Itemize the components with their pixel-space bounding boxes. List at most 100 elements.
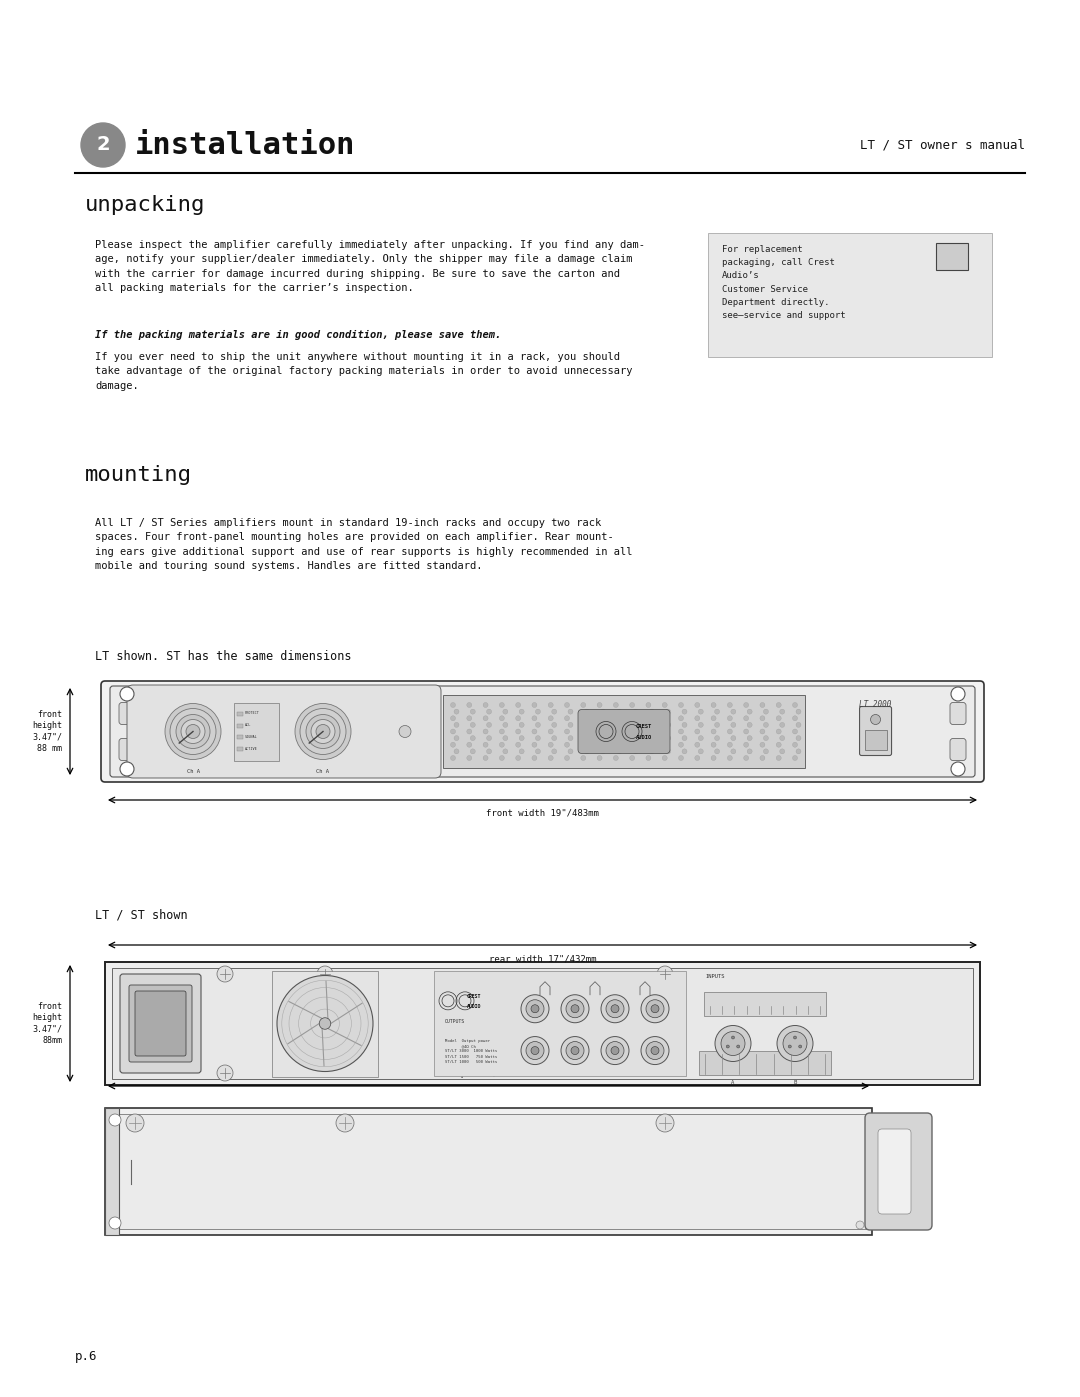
Circle shape: [515, 715, 521, 721]
Circle shape: [565, 715, 569, 721]
Circle shape: [796, 736, 801, 740]
Circle shape: [120, 761, 134, 775]
Circle shape: [678, 742, 684, 747]
Circle shape: [597, 742, 602, 747]
Circle shape: [796, 710, 801, 714]
Circle shape: [515, 703, 521, 707]
Circle shape: [760, 703, 765, 707]
FancyBboxPatch shape: [135, 990, 186, 1056]
Text: front
height
3.47"/
88 mm: front height 3.47"/ 88 mm: [32, 710, 62, 753]
Text: mounting: mounting: [85, 465, 192, 485]
Circle shape: [630, 756, 635, 760]
Circle shape: [783, 1031, 807, 1056]
Circle shape: [519, 722, 524, 728]
Circle shape: [454, 722, 459, 728]
Text: B: B: [794, 1080, 797, 1084]
Text: PROTECT: PROTECT: [245, 711, 260, 715]
Circle shape: [581, 729, 585, 733]
Circle shape: [487, 710, 491, 714]
Circle shape: [568, 722, 573, 728]
Text: LT shown. ST has the same dimensions: LT shown. ST has the same dimensions: [95, 650, 351, 664]
Circle shape: [487, 749, 491, 754]
Circle shape: [467, 742, 472, 747]
FancyBboxPatch shape: [120, 974, 201, 1073]
Circle shape: [727, 756, 732, 760]
Circle shape: [649, 722, 654, 728]
Text: CREST: CREST: [636, 724, 652, 729]
Circle shape: [793, 715, 797, 721]
Circle shape: [566, 1000, 584, 1018]
Circle shape: [657, 965, 673, 982]
Text: If the packing materials are in good condition, please save them.: If the packing materials are in good con…: [95, 330, 501, 339]
Text: AUDIO: AUDIO: [467, 1004, 482, 1010]
Circle shape: [552, 736, 556, 740]
Circle shape: [450, 715, 456, 721]
Circle shape: [764, 722, 769, 728]
Circle shape: [715, 710, 719, 714]
FancyBboxPatch shape: [119, 739, 135, 760]
Circle shape: [454, 749, 459, 754]
Circle shape: [737, 1045, 740, 1048]
FancyBboxPatch shape: [105, 1108, 872, 1235]
Circle shape: [532, 703, 537, 707]
Circle shape: [521, 1037, 549, 1065]
Circle shape: [646, 703, 651, 707]
Circle shape: [503, 749, 508, 754]
Circle shape: [662, 756, 667, 760]
Circle shape: [747, 722, 752, 728]
Circle shape: [597, 715, 602, 721]
Circle shape: [665, 736, 671, 740]
Circle shape: [126, 1113, 144, 1132]
Circle shape: [747, 710, 752, 714]
Circle shape: [764, 749, 769, 754]
Circle shape: [552, 749, 556, 754]
Circle shape: [584, 736, 590, 740]
Circle shape: [681, 736, 687, 740]
Text: INPUTS: INPUTS: [705, 974, 725, 979]
Circle shape: [646, 715, 651, 721]
FancyBboxPatch shape: [950, 739, 966, 760]
Circle shape: [699, 710, 703, 714]
Circle shape: [793, 729, 797, 733]
Circle shape: [731, 722, 735, 728]
Circle shape: [646, 756, 651, 760]
Circle shape: [715, 1025, 751, 1062]
Text: LT / ST shown: LT / ST shown: [95, 908, 188, 921]
Circle shape: [617, 736, 622, 740]
Text: AUDIO: AUDIO: [636, 735, 652, 740]
Circle shape: [727, 715, 732, 721]
Circle shape: [526, 1042, 544, 1059]
FancyBboxPatch shape: [708, 233, 993, 358]
Circle shape: [503, 722, 508, 728]
Circle shape: [744, 742, 748, 747]
Text: p.6: p.6: [75, 1350, 97, 1363]
Circle shape: [581, 715, 585, 721]
Circle shape: [561, 995, 589, 1023]
Circle shape: [561, 1037, 589, 1065]
Circle shape: [109, 1217, 121, 1229]
Circle shape: [568, 736, 573, 740]
FancyBboxPatch shape: [237, 711, 243, 715]
Circle shape: [656, 1113, 674, 1132]
Circle shape: [536, 749, 540, 754]
Circle shape: [483, 715, 488, 721]
Circle shape: [109, 1113, 121, 1126]
Circle shape: [777, 715, 781, 721]
Circle shape: [764, 736, 769, 740]
Circle shape: [571, 1004, 579, 1013]
Text: installation: installation: [135, 130, 355, 159]
Circle shape: [565, 742, 569, 747]
Circle shape: [503, 710, 508, 714]
Circle shape: [571, 1046, 579, 1055]
Circle shape: [320, 1018, 330, 1030]
Circle shape: [780, 722, 785, 728]
Circle shape: [760, 729, 765, 733]
Circle shape: [780, 736, 785, 740]
Circle shape: [549, 742, 553, 747]
Circle shape: [678, 756, 684, 760]
Circle shape: [454, 736, 459, 740]
FancyBboxPatch shape: [865, 1113, 932, 1229]
Circle shape: [715, 722, 719, 728]
FancyBboxPatch shape: [119, 703, 135, 725]
Circle shape: [651, 1046, 659, 1055]
